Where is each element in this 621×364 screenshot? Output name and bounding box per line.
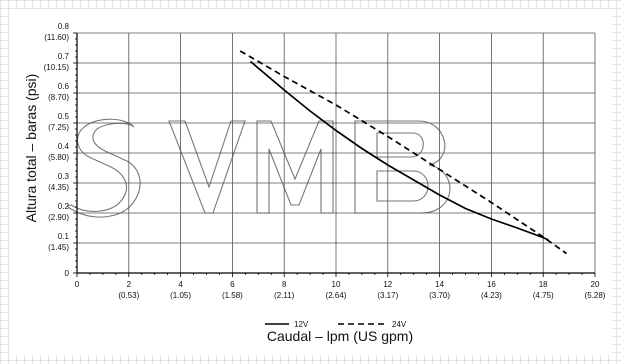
y-tick-label-secondary: (1.45) [48,243,69,252]
y-tick-label-secondary: (10.15) [44,63,70,72]
y-tick-label-secondary: (4.35) [48,183,69,192]
x-tick-label-secondary: (4.23) [481,291,502,300]
y-tick-label: 0.8 [58,22,70,31]
chart-svg: 0 2 (0.53) 4 (1.05) 6 (1.58) 8 (2.11) 10 (2.64) 12 (… [23,22,606,344]
legend-label-24v: 24V [392,320,407,329]
y-tick-label: 0 [65,269,70,278]
x-tick-labels: 0 2 (0.53) 4 (1.05) 6 (1.58) 8 (2.11) 10 (2.64) 12 (… [75,280,606,300]
x-axis-title: Caudal – lpm (US gpm) [267,328,413,344]
y-tick-label: 0.1 [58,232,70,241]
axes [73,32,596,277]
x-tick-label-secondary: (4.75) [533,291,554,300]
y-tick-label-secondary: (2.90) [48,213,69,222]
y-tick-label: 0.5 [58,112,70,121]
x-tick-label: 16 [487,280,496,289]
x-tick-label: 14 [435,280,444,289]
y-tick-labels: 0 0.1 (1.45) 0.2 (2.90) 0.3 (4.35) 0.4 (5.80) 0.5… [44,22,70,278]
x-tick-label-secondary: (2.11) [274,291,295,300]
x-tick-label: 10 [332,280,341,289]
x-tick-label-secondary: (3.17) [377,291,398,300]
y-tick-label: 0.3 [58,172,70,181]
y-tick-label: 0.6 [58,82,70,91]
x-tick-label: 6 [230,280,235,289]
data-series [239,50,567,255]
x-tick-label: 8 [282,280,287,289]
pump-performance-chart: 0 2 (0.53) 4 (1.05) 6 (1.58) 8 (2.11) 10 (2.64) 12 (… [9,9,612,355]
watermark-letter-m [256,120,334,214]
x-tick-label: 18 [539,280,548,289]
series-line-24v [239,50,567,255]
watermark-letter-b [354,120,451,214]
y-tick-label-secondary: (7.25) [48,123,69,132]
x-tick-label-secondary: (2.64) [326,291,347,300]
x-tick-label-secondary: (3.70) [429,291,450,300]
y-axis-title: Altura total – baras (psi) [23,74,39,223]
watermark-letter-s [66,118,141,218]
y-tick-label: 0.7 [58,52,70,61]
y-tick-label: 0.4 [58,142,70,151]
x-tick-label: 2 [127,280,132,289]
legend: 12V 24V [265,320,407,329]
x-tick-label-secondary: (1.05) [170,291,191,300]
legend-label-12v: 12V [294,320,309,329]
y-tick-label-secondary: (8.70) [48,93,69,102]
x-tick-label: 20 [591,280,600,289]
y-tick-label-secondary: (5.80) [48,153,69,162]
y-tick-label-secondary: (11.60) [44,33,69,42]
series-line-12v [249,60,549,241]
grid-lines [77,32,596,273]
x-tick-label-secondary: (0.53) [118,291,139,300]
x-tick-label-secondary: (1.58) [222,291,243,300]
x-tick-label: 4 [178,280,183,289]
x-tick-label: 0 [75,280,80,289]
y-tick-label: 0.2 [58,202,70,211]
x-tick-label-secondary: (5.28) [585,291,606,300]
x-tick-label: 12 [383,280,392,289]
svb-watermark-logo [66,118,451,218]
